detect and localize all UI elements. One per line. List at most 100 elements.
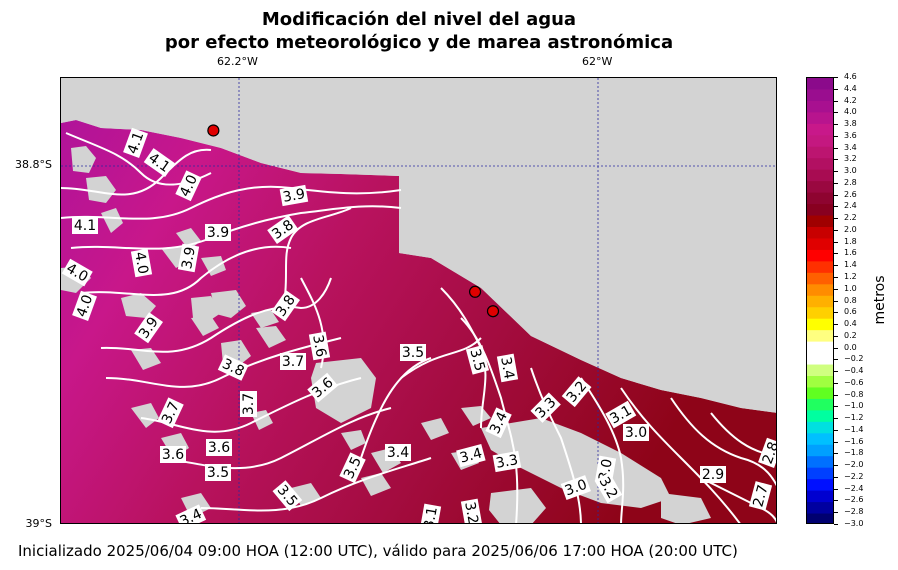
contour-label-text: 3.4 [387, 445, 409, 461]
colorbar-tick-label: −0.2 [844, 354, 864, 364]
contour-label-text: 3.7 [241, 393, 257, 415]
contour-label: 4.1 [123, 127, 148, 158]
contour-label: 3.6 [160, 446, 186, 463]
colorbar-tick-mark [834, 476, 838, 478]
colorbar-tick-label: −1.8 [844, 448, 864, 458]
colorbar-tick-mark [834, 218, 838, 220]
colorbar-segment [807, 272, 833, 285]
colorbar-tick-label: 3.6 [844, 130, 857, 140]
contour-label-text: 3.9 [282, 186, 307, 206]
contour-label: 3.6 [206, 439, 232, 456]
colorbar-tick-mark [834, 135, 838, 137]
colorbar-tick-label: 1.2 [844, 271, 857, 281]
colorbar-tick-label: −1.6 [844, 436, 864, 446]
contour-label: 3.9 [205, 224, 231, 241]
colorbar-segment [807, 238, 833, 251]
colorbar-segment [807, 227, 833, 239]
colorbar-tick-mark [834, 406, 838, 408]
colorbar-tick-label: −2.0 [844, 460, 864, 470]
colorbar-segment [807, 146, 833, 159]
contour-label: 3.0 [560, 475, 591, 500]
contour-label: 3.7 [280, 353, 306, 370]
colorbar-segment [807, 410, 833, 423]
contour-label: 3.9 [279, 184, 309, 207]
colorbar-tick-label: 4.0 [844, 107, 857, 117]
colorbar-tick-mark [834, 347, 838, 349]
colorbar-tick-label: −3.0 [844, 519, 864, 528]
colorbar-tick-label: 2.6 [844, 189, 857, 199]
colorbar-tick-mark [834, 418, 838, 420]
land-coast [61, 78, 776, 413]
colorbar-tick-label: 0.0 [844, 342, 857, 352]
colorbar-tick-mark [834, 77, 838, 78]
colorbar-segment [807, 353, 833, 366]
colorbar-tick-label: −2.8 [844, 507, 864, 517]
colorbar-tick-mark [834, 524, 838, 525]
colorbar-segment [807, 444, 833, 457]
colorbar-segment [807, 387, 833, 400]
colorbar-tick-mark [834, 88, 838, 90]
colorbar-segment [807, 158, 833, 171]
lon-label-62-2: 62.2°W [217, 55, 258, 68]
colorbar-tick-mark [834, 453, 838, 455]
station-2-marker [468, 285, 482, 298]
contour-label: 3.2 [561, 376, 592, 408]
colorbar-segment [807, 456, 833, 469]
contour-label: 4.0 [72, 290, 97, 321]
contour-label: 3.2 [460, 498, 483, 524]
contour-label: 3.9 [177, 243, 200, 273]
contour-label: 3.4 [385, 444, 411, 461]
contour-label-text: 3.1 [421, 506, 441, 524]
contour-label-text: 3.6 [162, 447, 184, 463]
colorbar-segment [807, 215, 833, 228]
lon-label-62: 62°W [582, 55, 613, 68]
lat-label-39: 39°S [25, 517, 52, 530]
contour-label-text: 4.1 [125, 130, 148, 156]
contour-label-text: 3.0 [563, 477, 589, 500]
colorbar-tick-mark [834, 288, 838, 290]
colorbar-segment [807, 490, 833, 503]
colorbar-segment [807, 341, 833, 354]
colorbar-segment [807, 318, 833, 331]
colorbar-segment [807, 284, 833, 297]
colorbar-tick-mark [834, 465, 838, 467]
colorbar-segment [807, 100, 833, 113]
colorbar-segment [807, 479, 833, 492]
colorbar-tick-label: −1.2 [844, 413, 864, 423]
colorbar-tick-mark [834, 276, 838, 278]
colorbar-tick-mark [834, 394, 838, 396]
colorbar-tick-mark [834, 147, 838, 149]
colorbar-tick-label: 0.2 [844, 330, 857, 340]
colorbar-tick-label: 1.0 [844, 283, 857, 293]
colorbar-tick-label: 4.6 [844, 72, 857, 81]
colorbar-tick-label: 0.4 [844, 319, 857, 329]
colorbar-tick-label: 2.0 [844, 224, 857, 234]
colorbar-segment [807, 502, 833, 515]
contour-label: 3.5 [205, 464, 231, 481]
colorbar-segment [807, 169, 833, 182]
colorbar-svg [806, 77, 834, 524]
contour-label-text: 3.2 [461, 501, 481, 524]
contour-label-text: 4.1 [74, 218, 96, 234]
contour-label-text: 3.4 [458, 445, 484, 466]
contour-label: 2.9 [700, 466, 726, 483]
colorbar-segment [807, 123, 833, 136]
colorbar-tick-mark [834, 429, 838, 431]
colorbar-tick-label: 4.2 [844, 95, 857, 105]
colorbar-tick-label: 0.8 [844, 295, 857, 305]
contour-label-text: 4.0 [131, 251, 151, 276]
colorbar-tick-mark [834, 159, 838, 161]
colorbar-segment [807, 513, 833, 523]
contour-label-text: 3.6 [309, 334, 329, 359]
colorbar-tick-mark [834, 206, 838, 208]
map-svg: 4.14.14.04.14.04.04.03.93.93.83.93.93.83… [61, 78, 776, 524]
colorbar-segment [807, 192, 833, 205]
contour-label: 3.3 [492, 450, 522, 473]
contour-label-text: 3.5 [466, 347, 487, 373]
colorbar-tick-mark [834, 500, 838, 502]
colorbar-tick-mark [834, 194, 838, 196]
colorbar-segment [807, 433, 833, 446]
footer-validity: Inicializado 2025/06/04 09:00 HOA (12:00… [18, 542, 738, 560]
contour-label-text: 3.0 [625, 425, 647, 441]
colorbar-tick-label: 2.2 [844, 213, 857, 223]
